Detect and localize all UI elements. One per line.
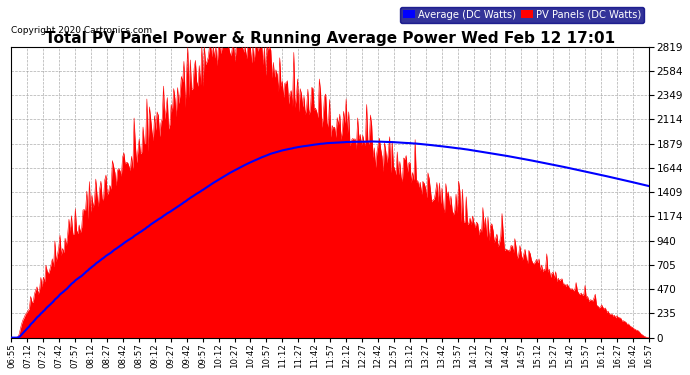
Legend: Average (DC Watts), PV Panels (DC Watts): Average (DC Watts), PV Panels (DC Watts) bbox=[400, 7, 644, 22]
Title: Total PV Panel Power & Running Average Power Wed Feb 12 17:01: Total PV Panel Power & Running Average P… bbox=[45, 30, 615, 45]
Text: Copyright 2020 Cartronics.com: Copyright 2020 Cartronics.com bbox=[12, 26, 152, 35]
